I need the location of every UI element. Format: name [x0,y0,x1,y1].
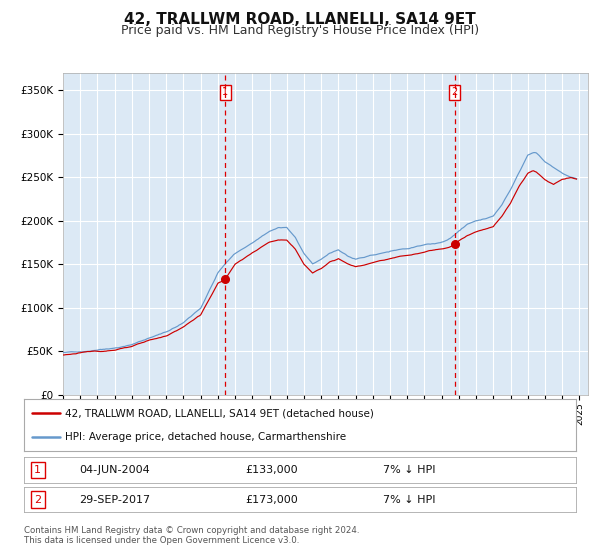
Text: HPI: Average price, detached house, Carmarthenshire: HPI: Average price, detached house, Carm… [65,432,347,442]
Text: 04-JUN-2004: 04-JUN-2004 [79,465,150,475]
Text: 2: 2 [451,87,458,97]
Text: 2: 2 [34,494,41,505]
Text: This data is licensed under the Open Government Licence v3.0.: This data is licensed under the Open Gov… [24,536,299,545]
Text: 1: 1 [34,465,41,475]
Text: 29-SEP-2017: 29-SEP-2017 [79,494,151,505]
Text: 1: 1 [222,87,228,97]
Text: Price paid vs. HM Land Registry's House Price Index (HPI): Price paid vs. HM Land Registry's House … [121,24,479,37]
Text: 7% ↓ HPI: 7% ↓ HPI [383,465,436,475]
Text: 7% ↓ HPI: 7% ↓ HPI [383,494,436,505]
Text: £133,000: £133,000 [245,465,298,475]
Text: 42, TRALLWM ROAD, LLANELLI, SA14 9ET (detached house): 42, TRALLWM ROAD, LLANELLI, SA14 9ET (de… [65,408,374,418]
Text: £173,000: £173,000 [245,494,298,505]
Text: Contains HM Land Registry data © Crown copyright and database right 2024.: Contains HM Land Registry data © Crown c… [24,526,359,535]
Text: 42, TRALLWM ROAD, LLANELLI, SA14 9ET: 42, TRALLWM ROAD, LLANELLI, SA14 9ET [124,12,476,27]
